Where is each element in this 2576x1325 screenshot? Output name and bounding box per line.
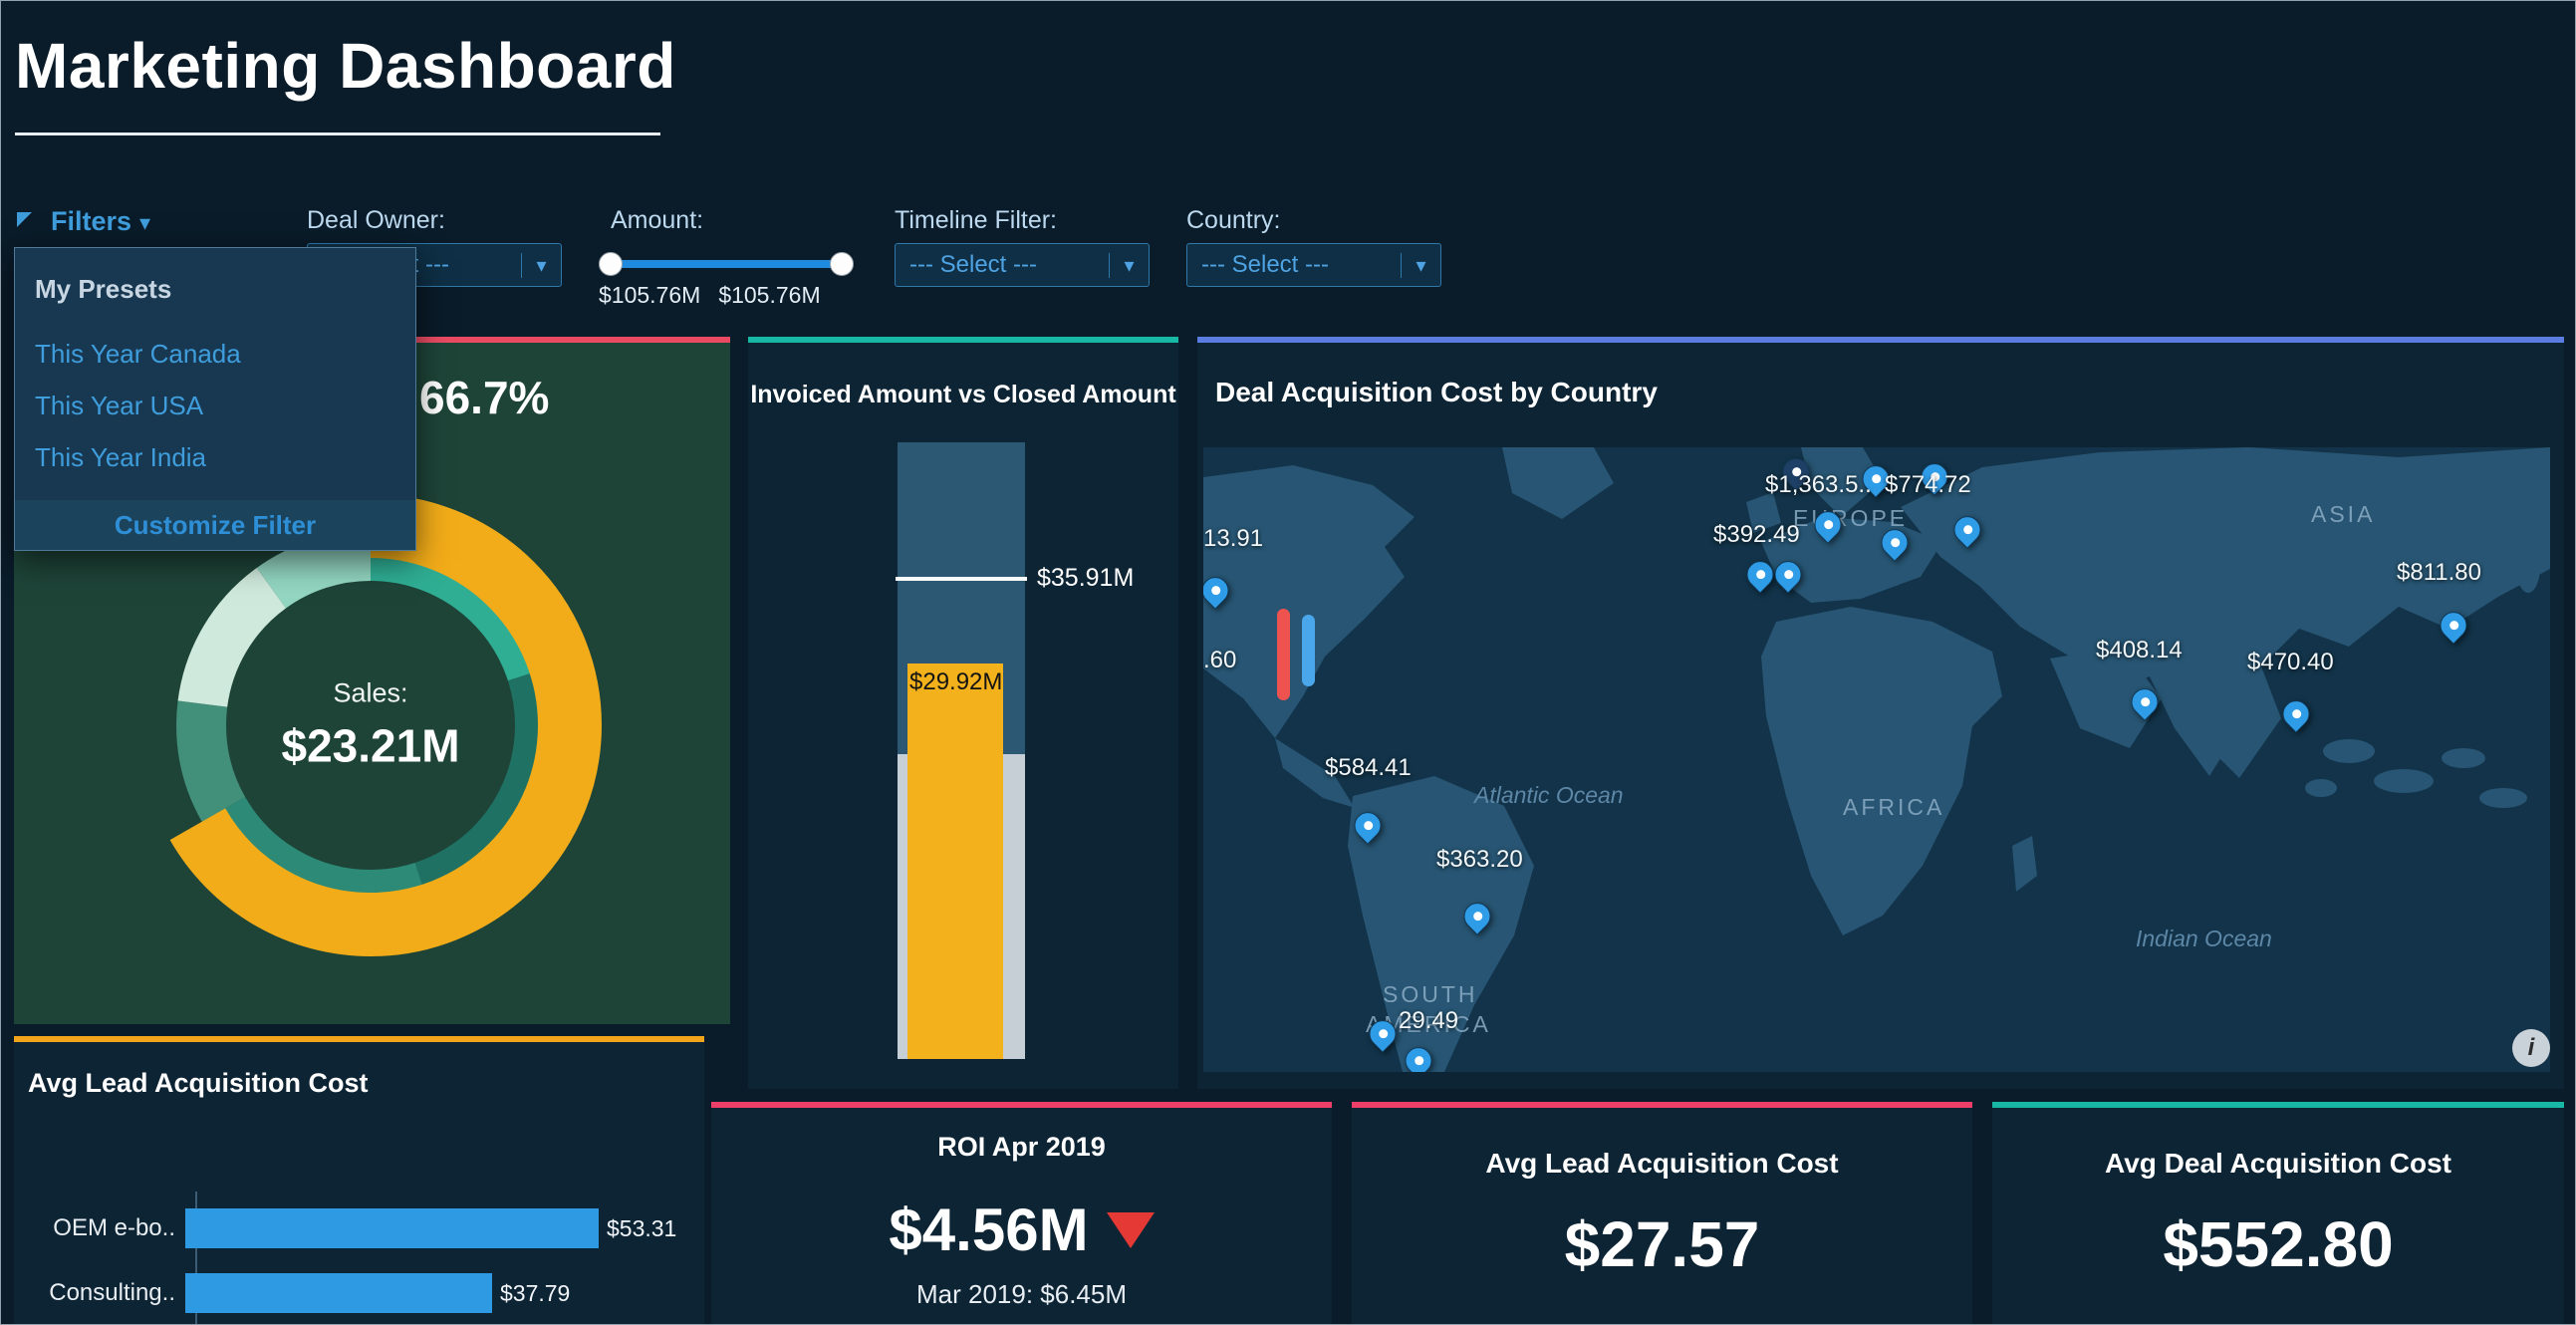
map-pin-label: $363.20 — [1436, 846, 1523, 873]
map-pin-label: $811.80 — [2397, 559, 2481, 586]
lead-chart-row: OEM e-bo.. $53.31 — [14, 1208, 676, 1248]
world-map[interactable]: ASIA EUROPE AFRICA SOUTH AMERICA Atlanti… — [1203, 447, 2550, 1072]
map-pin-label: $470.40 — [2247, 649, 2334, 675]
info-button[interactable]: i — [2512, 1029, 2550, 1067]
lead-row-bar[interactable] — [185, 1208, 599, 1248]
amount-range-slider — [599, 252, 854, 276]
country-select[interactable]: --- Select --- ▾ — [1186, 243, 1441, 287]
gauge-percent-title: 66.7% — [419, 372, 550, 423]
map-region-africa: AFRICA — [1843, 794, 1945, 820]
invoiced-chart-title: Invoiced Amount vs Closed Amount — [750, 381, 1176, 408]
roi-value: $4.56M — [889, 1196, 1089, 1263]
avg-deal-kpi-card: Avg Deal Acquisition Cost $552.80 — [1992, 1102, 2564, 1324]
trend-down-icon — [1106, 1211, 1155, 1248]
lead-row-label: Consulting.. — [49, 1279, 175, 1306]
lead-chart-title: Avg Lead Acquisition Cost — [28, 1068, 369, 1098]
page-title: Marketing Dashboard — [15, 30, 676, 102]
deal-acquisition-map-card: Deal Acquisition Cost by Country — [1197, 337, 2564, 1089]
roi-kpi-card: ROI Apr 2019 $4.56M Mar 2019: $6.45M — [711, 1102, 1332, 1324]
world-map-svg — [1203, 447, 2550, 1072]
lead-chart-axis — [195, 1192, 197, 1324]
map-region-asia: ASIA — [2311, 501, 2376, 527]
map-region-europe: EUROPE — [1793, 505, 1909, 531]
country-value: --- Select --- — [1201, 251, 1329, 278]
preset-item-this-year-usa[interactable]: This Year USA — [35, 391, 204, 420]
chevron-down-icon: ▾ — [1109, 252, 1149, 278]
slider-handle-max[interactable] — [830, 252, 854, 276]
map-mini-bar-blue[interactable] — [1302, 615, 1315, 686]
map-pin-label: $774.72 — [1885, 471, 1971, 498]
avg-lead-value: $27.57 — [1564, 1208, 1760, 1280]
gauge-center-label: Sales: — [333, 677, 408, 708]
amount-min-value: $105.76M — [599, 282, 701, 308]
invoiced-vs-closed-card: Invoiced Amount vs Closed Amount $35.91M… — [748, 337, 1178, 1089]
customize-filter-button[interactable]: Customize Filter — [15, 500, 415, 550]
avg-lead-kpi-card: Avg Lead Acquisition Cost $27.57 — [1352, 1102, 1972, 1324]
timeline-filter-value: --- Select --- — [909, 251, 1037, 278]
map-pin-label: 29.49 — [1399, 1007, 1459, 1034]
country-label: Country: — [1186, 206, 1281, 234]
invoiced-amount-label: $35.91M — [1037, 564, 1135, 592]
timeline-filter-select[interactable]: --- Select --- ▾ — [895, 243, 1150, 287]
map-pin-label: $392.49 — [1713, 521, 1800, 548]
closed-amount-label: $29.92M — [909, 668, 1003, 695]
preset-item-this-year-india[interactable]: This Year India — [35, 442, 207, 472]
presets-title: My Presets — [35, 274, 172, 304]
collapse-filters-icon[interactable] — [17, 212, 32, 227]
lead-row-value: $37.79 — [500, 1279, 571, 1306]
chevron-down-icon: ▾ — [1401, 252, 1440, 278]
chevron-down-icon: ▾ — [521, 252, 561, 278]
filters-toggle-label: Filters — [51, 206, 132, 236]
lead-row-bar[interactable] — [185, 1273, 492, 1313]
amount-max-value: $105.76M — [718, 282, 821, 308]
my-presets-dropdown: My Presets This Year Canada This Year US… — [14, 247, 416, 551]
map-ocean-atlantic: Atlantic Ocean — [1474, 782, 1624, 808]
lead-chart-row: Consulting.. $37.79 — [14, 1273, 570, 1313]
avg-deal-title: Avg Deal Acquisition Cost — [2105, 1148, 2451, 1179]
amount-values: $105.76M $105.76M — [599, 282, 821, 309]
closed-amount-bar[interactable] — [907, 663, 1003, 1059]
avg-lead-cost-chart-card: Avg Lead Acquisition Cost OEM e-bo.. $53… — [14, 1036, 704, 1324]
lead-row-value: $53.31 — [607, 1214, 677, 1241]
map-mini-bar-red[interactable] — [1277, 609, 1290, 700]
deal-owner-label: Deal Owner: — [307, 206, 445, 234]
amount-label: Amount: — [611, 206, 704, 234]
map-pin-label: $584.41 — [1325, 754, 1412, 781]
slider-handle-min[interactable] — [599, 252, 623, 276]
map-card-title: Deal Acquisition Cost by Country — [1215, 377, 1658, 407]
preset-item-this-year-canada[interactable]: This Year Canada — [35, 339, 241, 369]
gauge-center: Sales: $23.21M — [281, 678, 459, 773]
roi-title: ROI Apr 2019 — [937, 1132, 1106, 1162]
map-region-south: SOUTH — [1383, 981, 1478, 1007]
map-ocean-indian: Indian Ocean — [2136, 926, 2272, 951]
gauge-center-value: $23.21M — [281, 719, 460, 772]
chevron-down-icon: ▾ — [139, 210, 151, 235]
avg-deal-value: $552.80 — [2163, 1208, 2394, 1280]
lead-row-label: OEM e-bo.. — [53, 1214, 175, 1241]
roi-value-row: $4.56M — [711, 1195, 1332, 1264]
invoiced-target-line — [896, 577, 1027, 581]
filters-toggle[interactable]: Filters ▾ — [51, 206, 150, 237]
avg-lead-title: Avg Lead Acquisition Cost — [1485, 1148, 1839, 1179]
map-pin-label: 13.91 — [1203, 525, 1264, 552]
map-pin-label: $1,363.5.. — [1765, 471, 1872, 498]
map-pin-label: $408.14 — [2096, 637, 2183, 663]
roi-previous-value: Mar 2019: $6.45M — [915, 1279, 1127, 1309]
map-pin-label: .60 — [1203, 647, 1237, 673]
title-underline — [15, 132, 660, 135]
timeline-filter-label: Timeline Filter: — [895, 206, 1057, 234]
